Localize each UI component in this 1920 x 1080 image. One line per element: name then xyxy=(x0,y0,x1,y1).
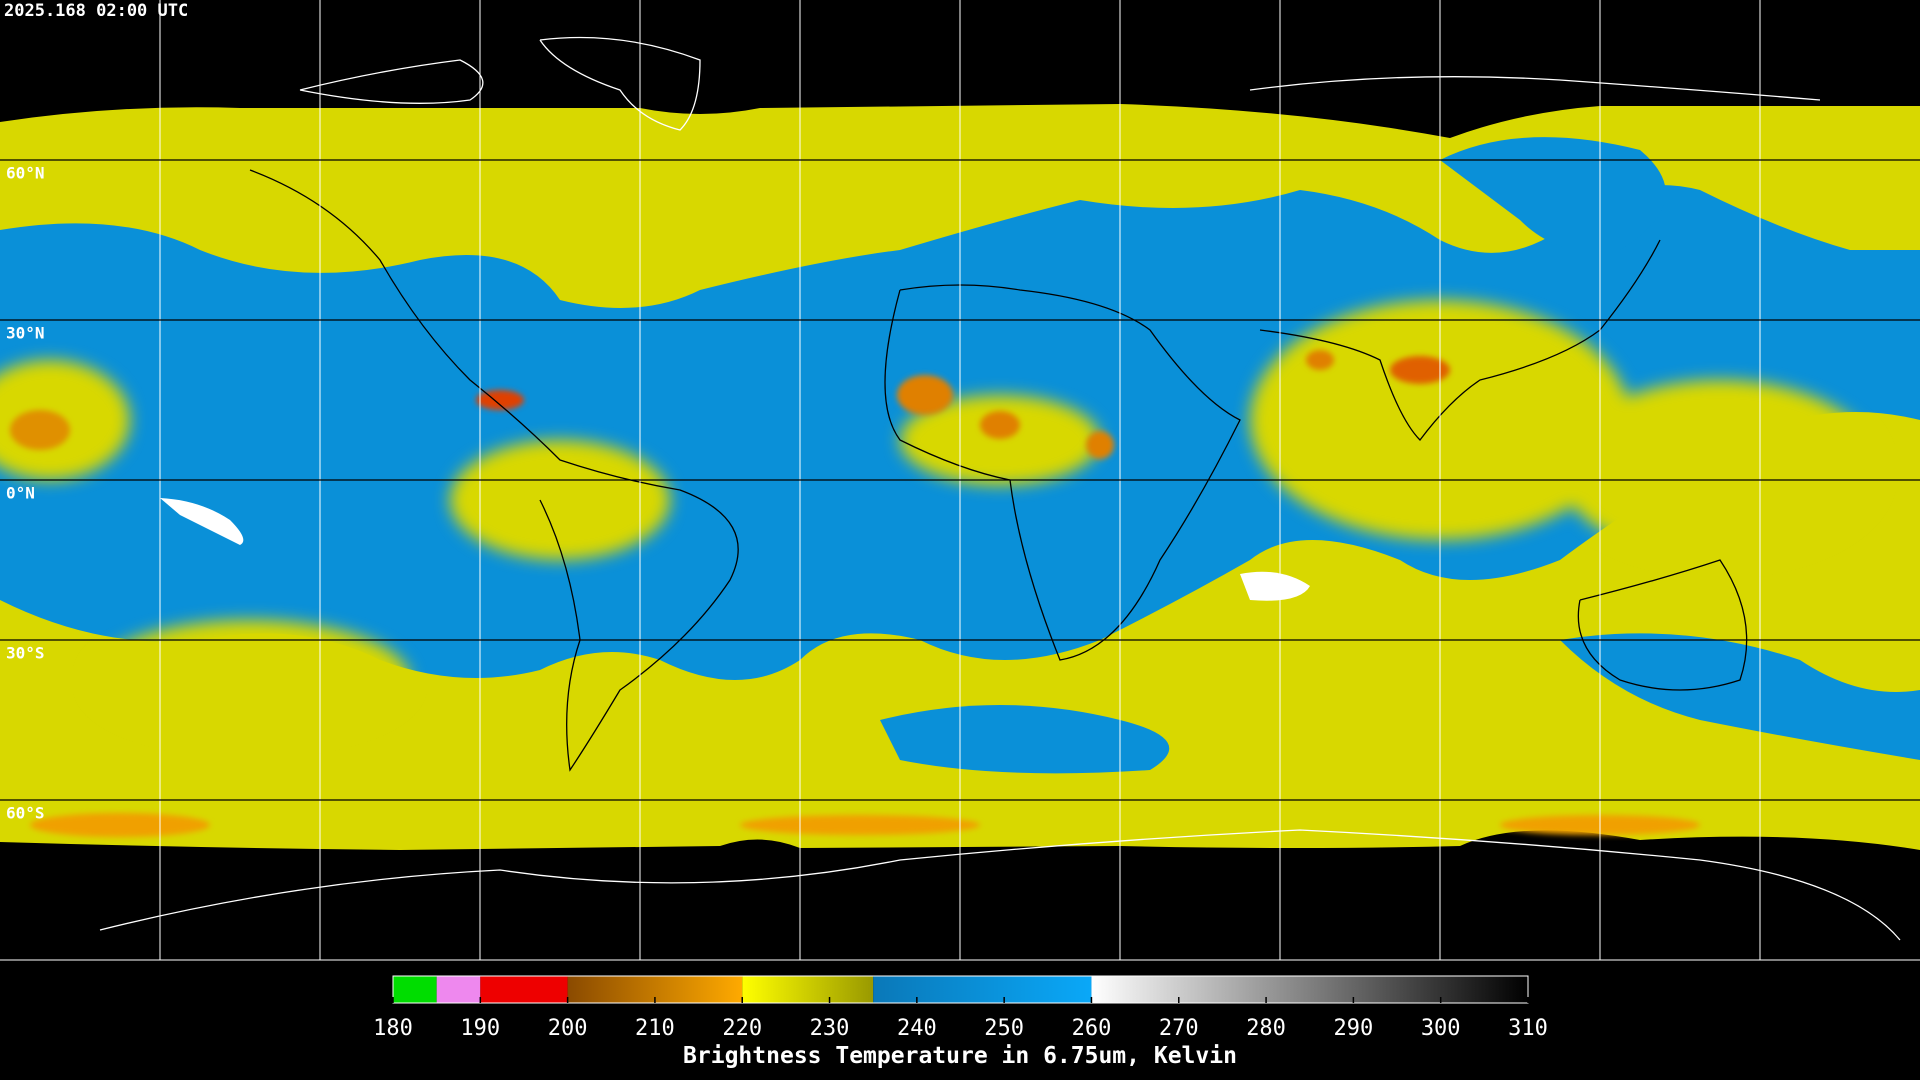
colorbar-tick-label: 220 xyxy=(722,1016,762,1041)
colorbar: 180 190 200 210 220 230 240 250 260 270 280 290 300 3… xyxy=(373,975,1548,1041)
colorbar-tick-label: 300 xyxy=(1421,1016,1461,1041)
latitude-labels: 60°N 30°N 0°N 30°S 60°S xyxy=(6,164,45,823)
timestamp: 2025.168 02:00 UTC xyxy=(4,1,188,21)
colorbar-tick-label: 260 xyxy=(1072,1016,1112,1041)
graticule xyxy=(0,0,1920,961)
colorbar-tick-label: 250 xyxy=(984,1016,1024,1041)
colorbar-tick-label: 200 xyxy=(548,1016,588,1041)
latitude-label: 60°S xyxy=(6,804,45,823)
dry-patch xyxy=(880,705,1170,774)
warm-patch xyxy=(160,498,244,545)
colorbar-segment xyxy=(480,976,568,1003)
colorbar-segment xyxy=(1091,976,1528,1003)
colorbar-segment xyxy=(742,976,874,1003)
latitude-label: 30°S xyxy=(6,644,45,663)
latitude-label: 30°N xyxy=(6,324,45,343)
warm-patch xyxy=(1240,571,1310,601)
latitude-label: 0°N xyxy=(6,484,35,503)
colorbar-tick-label: 230 xyxy=(810,1016,850,1041)
colorbar-segment xyxy=(873,976,1092,1003)
polar-coastlines xyxy=(99,36,1901,941)
colorbar-title: Brightness Temperature in 6.75um, Kelvin xyxy=(683,1043,1237,1069)
latitude-label: 60°N xyxy=(6,164,45,183)
colorbar-tick-label: 310 xyxy=(1508,1016,1548,1041)
colorbar-frame xyxy=(392,975,1529,1004)
colorbar-segment xyxy=(393,976,437,1003)
colorbar-tick-label: 180 xyxy=(373,1016,413,1041)
colorbar-tick-label: 290 xyxy=(1334,1016,1374,1041)
colorbar-tick-label: 190 xyxy=(460,1016,500,1041)
colorbar-segment xyxy=(436,976,481,1003)
convection xyxy=(0,300,1880,740)
colorbar-tick-label: 240 xyxy=(897,1016,937,1041)
dry-patch xyxy=(1440,137,1666,252)
colorbar-tick-label: 270 xyxy=(1159,1016,1199,1041)
colorbar-tick-label: 280 xyxy=(1246,1016,1286,1041)
colorbar-tick-label: 210 xyxy=(635,1016,675,1041)
dry-patch xyxy=(1560,633,1920,760)
coastlines xyxy=(249,169,1748,772)
